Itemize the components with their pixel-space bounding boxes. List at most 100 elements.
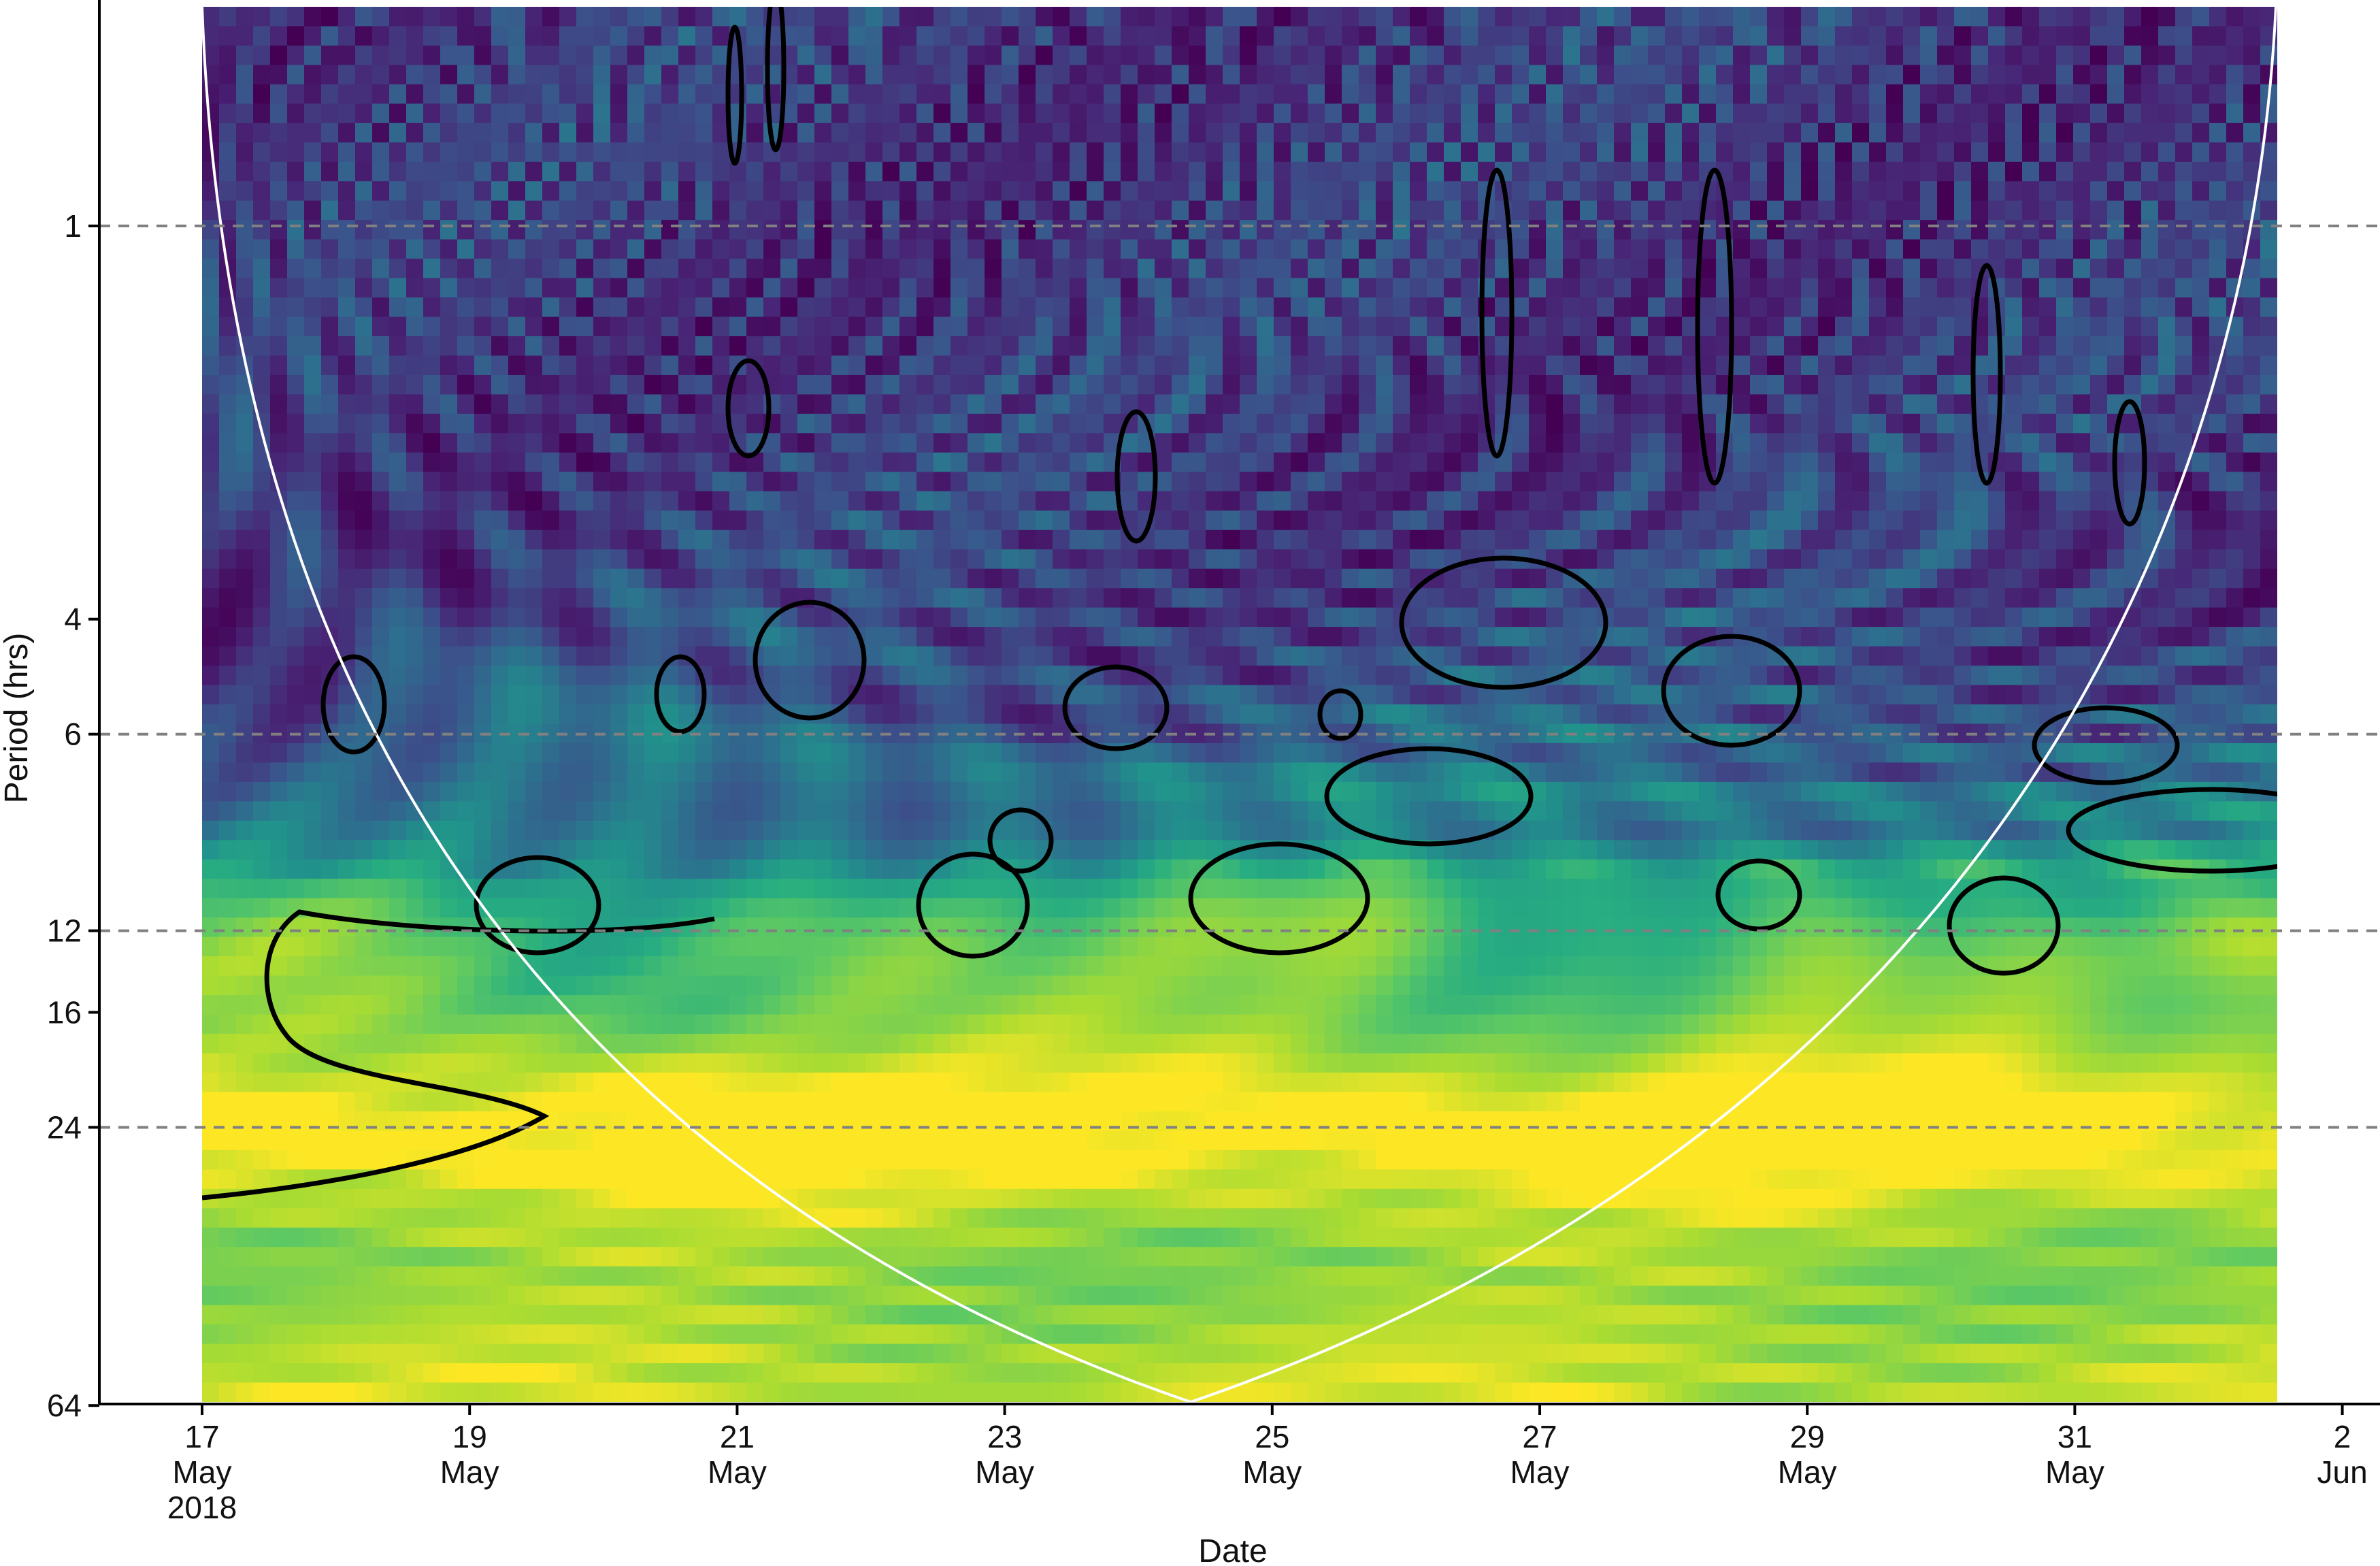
heatmap-cell <box>2158 26 2176 46</box>
heatmap-cell <box>338 510 356 531</box>
heatmap-cell <box>525 568 543 589</box>
heatmap-cell <box>729 278 747 298</box>
heatmap-cell <box>2141 239 2159 259</box>
heatmap-cell <box>1631 239 1649 259</box>
heatmap-cell <box>695 743 713 764</box>
heatmap-cell <box>1580 336 1598 357</box>
heatmap-cell <box>542 627 560 647</box>
heatmap-cell <box>253 374 271 395</box>
heatmap-cell <box>2158 45 2176 66</box>
heatmap-cell <box>1512 452 1530 473</box>
heatmap-cell <box>712 529 730 551</box>
heatmap-cell <box>576 510 594 531</box>
heatmap-cell <box>865 413 883 434</box>
heatmap-cell <box>2022 588 2040 608</box>
heatmap-cell <box>797 433 815 453</box>
heatmap-cell <box>1716 549 1734 570</box>
heatmap-cell <box>1410 627 1427 647</box>
heatmap-cell <box>2090 472 2108 492</box>
heatmap-cell <box>423 26 441 46</box>
heatmap-cell <box>1648 142 1666 163</box>
heatmap-cell <box>1869 7 1887 27</box>
heatmap-cell <box>304 65 322 85</box>
heatmap-cell <box>1002 220 1019 240</box>
heatmap-cell <box>1767 472 1785 492</box>
heatmap-cell <box>1818 743 1836 764</box>
heatmap-cell <box>1410 239 1427 259</box>
heatmap-cell <box>1597 45 1615 66</box>
heatmap-cell <box>1223 65 1240 85</box>
heatmap-cell <box>1563 607 1581 627</box>
heatmap-cell <box>1546 433 1564 453</box>
heatmap-cell <box>1546 646 1564 666</box>
heatmap-cell <box>1937 355 1955 376</box>
heatmap-cell <box>2141 588 2159 608</box>
heatmap-cell <box>1036 646 1053 666</box>
heatmap-cell <box>2226 161 2244 182</box>
heatmap-cell <box>202 239 220 259</box>
heatmap-cell <box>1274 161 1291 182</box>
heatmap-cell <box>1087 123 1104 144</box>
heatmap-cell <box>559 743 577 764</box>
heatmap-cell <box>627 336 645 357</box>
heatmap-cell <box>1631 84 1649 105</box>
heatmap-cell <box>559 297 577 318</box>
heatmap-cell <box>1648 549 1666 570</box>
heatmap-cell <box>1988 45 2006 66</box>
heatmap-cell <box>2090 607 2108 627</box>
heatmap-cell <box>389 374 407 395</box>
heatmap-cell <box>1529 7 1547 27</box>
heatmap-cell <box>797 297 815 318</box>
heatmap-cell <box>2107 374 2125 395</box>
heatmap-cell <box>1087 452 1104 473</box>
heatmap-cell <box>1036 123 1053 144</box>
heatmap-cell <box>1393 452 1410 473</box>
heatmap-cell <box>2107 336 2125 357</box>
heatmap-cell <box>355 510 373 531</box>
heatmap-cell <box>1019 7 1036 27</box>
heatmap-cell <box>338 7 356 27</box>
heatmap-cell <box>1036 588 1053 608</box>
heatmap-cell <box>491 65 509 85</box>
heatmap-cell <box>2107 588 2125 608</box>
heatmap-cell <box>2158 103 2176 124</box>
heatmap-cell <box>1614 781 1632 802</box>
heatmap-cell <box>2039 413 2057 434</box>
heatmap-cell <box>1036 278 1053 298</box>
heatmap-cell <box>1138 297 1155 318</box>
heatmap-cell <box>1274 336 1291 357</box>
heatmap-cell <box>236 549 254 570</box>
heatmap-cell <box>1427 7 1444 27</box>
heatmap-cell <box>814 123 832 144</box>
heatmap-cell <box>2243 685 2261 705</box>
heatmap-cell <box>678 84 696 105</box>
heatmap-cell <box>1155 26 1172 46</box>
heatmap-cell <box>610 65 628 85</box>
heatmap-cell <box>1223 433 1240 453</box>
heatmap-cell <box>1784 142 1802 163</box>
heatmap-cell <box>1563 394 1581 414</box>
heatmap-cell <box>1801 588 1819 608</box>
heatmap-cell <box>1767 743 1785 764</box>
heatmap-cell <box>2039 781 2057 802</box>
heatmap-cell <box>933 220 951 240</box>
heatmap-cell <box>1784 413 1802 434</box>
heatmap-cell <box>933 394 951 414</box>
heatmap-cell <box>814 259 832 279</box>
heatmap-cell <box>1903 666 1921 686</box>
heatmap-cell <box>746 123 764 144</box>
heatmap-cell <box>287 472 305 492</box>
heatmap-cell <box>1172 103 1189 124</box>
heatmap-cell <box>1274 491 1291 512</box>
heatmap-cell <box>1104 549 1121 570</box>
power-heatmap <box>202 7 2277 1402</box>
heatmap-cell <box>593 627 611 647</box>
heatmap-cell <box>1053 45 1070 66</box>
heatmap-cell <box>1070 123 1087 144</box>
heatmap-cell <box>2056 413 2074 434</box>
heatmap-cell <box>440 181 458 201</box>
heatmap-cell <box>1580 200 1598 221</box>
heatmap-cell <box>848 781 866 802</box>
heatmap-cell <box>304 220 322 240</box>
heatmap-cell <box>1240 26 1257 46</box>
